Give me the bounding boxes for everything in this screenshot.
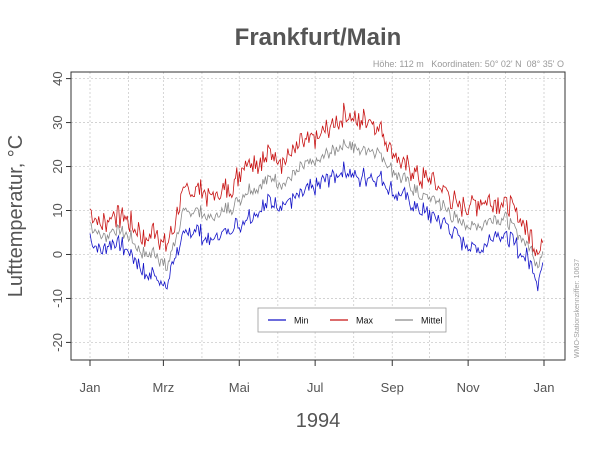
series-layer <box>89 102 544 292</box>
x-tick-label: Mai <box>229 380 250 395</box>
x-tick-label: Nov <box>457 380 481 395</box>
chart-subtitle: Höhe: 112 m Koordinaten: 50° 02' N 08° 3… <box>373 59 564 69</box>
x-tick-label: Mrz <box>153 380 175 395</box>
series-line-min <box>89 161 544 292</box>
y-tick-label: 10 <box>50 203 65 217</box>
y-axis-label: Lufttemperatur, °C <box>5 135 27 298</box>
y-tick-label: 20 <box>50 159 65 173</box>
y-tick-label: -20 <box>50 333 65 352</box>
x-axis-label: 1994 <box>296 410 341 432</box>
x-axis: Jan Mrz Mai Jul Sep Nov Jan <box>80 360 555 395</box>
x-tick-label: Jan <box>80 380 101 395</box>
x-tick-label: Sep <box>381 380 404 395</box>
y-tick-label: -10 <box>50 289 65 308</box>
y-tick-label: 30 <box>50 115 65 129</box>
x-tick-label: Jan <box>534 380 555 395</box>
legend-label: Mittel <box>421 316 443 326</box>
station-id-note: WMO-Stationskennziffer: 10637 <box>574 259 581 358</box>
x-tick-label: Jul <box>307 380 324 395</box>
y-tick-label: 0 <box>50 251 65 258</box>
y-tick-label: 40 <box>50 71 65 85</box>
series-line-max <box>89 102 544 257</box>
chart-title: Frankfurt/Main <box>235 24 402 51</box>
series-line-mittel <box>89 139 544 271</box>
legend-box <box>257 307 447 333</box>
plot-frame <box>70 71 566 361</box>
legend-label: Min <box>294 316 309 326</box>
y-axis: -20 -10 0 10 20 30 40 <box>50 71 71 352</box>
legend-label: Max <box>356 316 374 326</box>
legend: Min Max Mittel <box>257 307 447 333</box>
